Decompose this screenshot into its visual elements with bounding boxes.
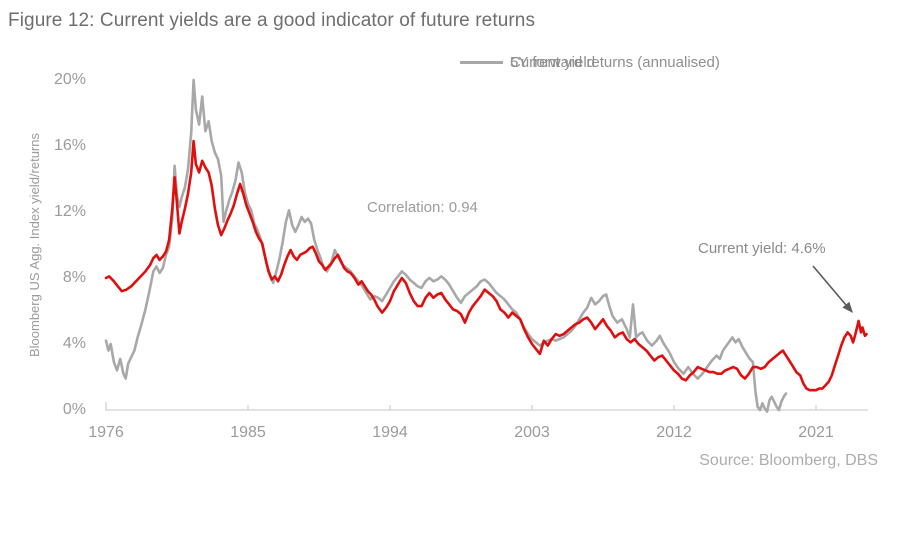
- legend-label-current-yield: Current yield: [510, 53, 596, 71]
- x-tick-1994: 1994: [372, 424, 408, 441]
- legend-swatch-5y-forward-returns: [460, 60, 503, 64]
- y-tick-0: 0%: [62, 401, 86, 418]
- y-tick-12: 12%: [53, 203, 86, 220]
- current-yield-annotation: Current yield: 4.6%: [698, 240, 826, 257]
- figure-title: Figure 12: Current yields are a good ind…: [8, 10, 536, 31]
- legend-item-5y-forward-returns: 5Y forward returns (annualised): [460, 53, 720, 71]
- y-tick-16: 16%: [53, 137, 86, 154]
- source-text: Source: Bloomberg, DBS: [699, 452, 878, 469]
- x-tick-2021: 2021: [798, 424, 834, 441]
- y-tick-4: 4%: [62, 335, 86, 352]
- y-tick-20: 20%: [53, 71, 86, 88]
- series-5y-forward-returns-annualised: [104, 78, 788, 413]
- x-tick-2003: 2003: [514, 424, 550, 441]
- annotation-arrow: [812, 265, 853, 313]
- x-tick-2012: 2012: [656, 424, 692, 441]
- y-tick-8: 8%: [62, 269, 86, 286]
- legend-label-5y-forward-returns: 5Y forward returns (annualised): [510, 53, 720, 71]
- series-current-yield: [104, 139, 868, 392]
- correlation-annotation: Correlation: 0.94: [367, 199, 478, 216]
- x-tick-1976: 1976: [88, 424, 124, 441]
- x-tick-1985: 1985: [230, 424, 266, 441]
